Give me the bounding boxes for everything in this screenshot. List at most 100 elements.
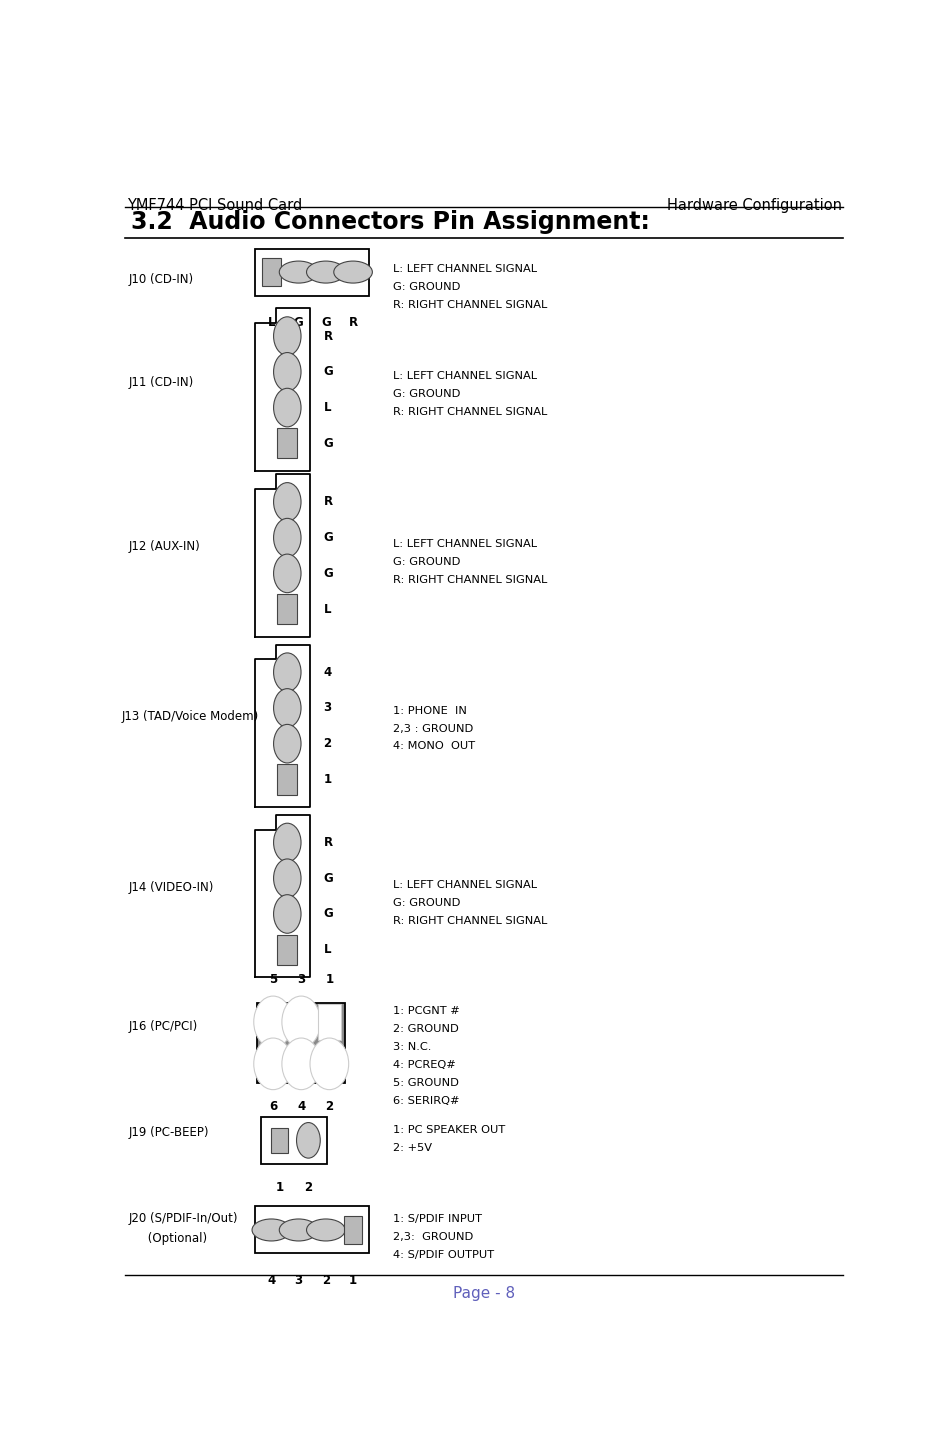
Text: L: LEFT CHANNEL SIGNAL: L: LEFT CHANNEL SIGNAL <box>393 265 536 274</box>
Text: 4: 4 <box>296 1100 305 1113</box>
Text: 2: 2 <box>325 1100 333 1113</box>
Text: J14 (VIDEO-IN): J14 (VIDEO-IN) <box>129 880 214 893</box>
Bar <box>317 1004 341 1040</box>
Text: J12 (AUX-IN): J12 (AUX-IN) <box>129 540 201 553</box>
Text: 5: 5 <box>269 973 277 985</box>
Text: G: G <box>294 316 303 329</box>
Ellipse shape <box>273 725 301 762</box>
Text: G: G <box>323 436 333 450</box>
Text: R: RIGHT CHANNEL SIGNAL: R: RIGHT CHANNEL SIGNAL <box>393 917 547 927</box>
Text: L: L <box>267 316 275 329</box>
Ellipse shape <box>296 1123 320 1158</box>
Text: 2,3:  GROUND: 2,3: GROUND <box>393 1232 473 1243</box>
Text: G: GROUND: G: GROUND <box>393 388 460 399</box>
Ellipse shape <box>273 554 301 592</box>
Text: 1: 1 <box>325 973 333 985</box>
Text: (Optional): (Optional) <box>129 1232 207 1245</box>
Bar <box>261 258 280 287</box>
Text: R: R <box>323 837 332 850</box>
Ellipse shape <box>273 518 301 557</box>
Text: 2: 2 <box>321 1273 329 1286</box>
Text: 2: +5V: 2: +5V <box>393 1142 431 1152</box>
Text: 3: 3 <box>296 973 305 985</box>
Polygon shape <box>255 308 310 471</box>
Text: J20 (S/PDIF-In/Out): J20 (S/PDIF-In/Out) <box>129 1212 238 1225</box>
Bar <box>278 594 296 624</box>
Text: J16 (PC/PCI): J16 (PC/PCI) <box>129 1020 198 1033</box>
Bar <box>255 249 368 295</box>
Text: 2: 2 <box>304 1180 312 1193</box>
Text: G: GROUND: G: GROUND <box>393 282 460 292</box>
Ellipse shape <box>310 1037 348 1090</box>
Text: 1: PC SPEAKER OUT: 1: PC SPEAKER OUT <box>393 1125 504 1135</box>
Text: 1: PHONE  IN: 1: PHONE IN <box>393 706 466 716</box>
Text: 1: 1 <box>323 773 331 786</box>
Polygon shape <box>255 645 310 808</box>
Text: R: RIGHT CHANNEL SIGNAL: R: RIGHT CHANNEL SIGNAL <box>393 575 547 585</box>
Ellipse shape <box>273 388 301 426</box>
Polygon shape <box>255 474 310 637</box>
Ellipse shape <box>273 858 301 898</box>
Text: 4: PCREQ#: 4: PCREQ# <box>393 1059 455 1069</box>
Bar <box>344 1216 362 1244</box>
Ellipse shape <box>254 997 292 1048</box>
Text: G: G <box>323 567 333 581</box>
Ellipse shape <box>273 824 301 861</box>
Text: R: R <box>348 316 357 329</box>
Text: J10 (CD-IN): J10 (CD-IN) <box>129 274 194 287</box>
Text: YMF744 PCI Sound Card: YMF744 PCI Sound Card <box>126 198 302 212</box>
Text: G: G <box>323 908 333 921</box>
Text: G: G <box>323 531 333 544</box>
Ellipse shape <box>279 260 317 284</box>
Bar <box>257 1002 345 1083</box>
Bar <box>278 934 296 965</box>
Text: 1: 1 <box>348 1273 357 1286</box>
Text: 1: 1 <box>275 1180 283 1193</box>
Text: 3: N.C.: 3: N.C. <box>393 1042 430 1052</box>
Bar <box>278 428 296 458</box>
Ellipse shape <box>252 1219 291 1241</box>
Text: 4: MONO  OUT: 4: MONO OUT <box>393 742 475 751</box>
Text: L: LEFT CHANNEL SIGNAL: L: LEFT CHANNEL SIGNAL <box>393 538 536 549</box>
Text: 5: GROUND: 5: GROUND <box>393 1078 458 1087</box>
Ellipse shape <box>306 260 345 284</box>
Text: 4: S/PDIF OUTPUT: 4: S/PDIF OUTPUT <box>393 1250 494 1260</box>
Bar <box>261 1117 327 1164</box>
Text: Page - 8: Page - 8 <box>453 1286 514 1301</box>
Ellipse shape <box>273 352 301 391</box>
Text: 2: 2 <box>323 738 331 751</box>
Text: R: R <box>323 330 332 342</box>
Text: 1: PCGNT #: 1: PCGNT # <box>393 1005 459 1016</box>
Text: 4: 4 <box>323 666 331 678</box>
Text: L: L <box>323 943 330 956</box>
Text: 3: 3 <box>323 701 331 714</box>
Text: 1: S/PDIF INPUT: 1: S/PDIF INPUT <box>393 1215 481 1224</box>
Text: 3.2  Audio Connectors Pin Assignment:: 3.2 Audio Connectors Pin Assignment: <box>131 211 649 234</box>
Ellipse shape <box>254 1037 292 1090</box>
Ellipse shape <box>273 317 301 355</box>
Ellipse shape <box>333 260 372 284</box>
Text: R: RIGHT CHANNEL SIGNAL: R: RIGHT CHANNEL SIGNAL <box>393 406 547 416</box>
Text: L: L <box>323 602 330 615</box>
Ellipse shape <box>273 483 301 521</box>
Text: L: LEFT CHANNEL SIGNAL: L: LEFT CHANNEL SIGNAL <box>393 371 536 381</box>
Text: G: G <box>321 316 330 329</box>
Text: R: RIGHT CHANNEL SIGNAL: R: RIGHT CHANNEL SIGNAL <box>393 300 547 310</box>
Text: 3: 3 <box>295 1273 302 1286</box>
Bar <box>255 1206 368 1254</box>
Text: 2,3 : GROUND: 2,3 : GROUND <box>393 723 473 733</box>
Bar <box>278 764 296 794</box>
Text: G: G <box>323 872 333 885</box>
Ellipse shape <box>273 688 301 728</box>
Ellipse shape <box>281 1037 320 1090</box>
Text: 6: SERIRQ#: 6: SERIRQ# <box>393 1096 459 1106</box>
Ellipse shape <box>306 1219 345 1241</box>
Text: 6: 6 <box>269 1100 277 1113</box>
Text: Hardware Configuration: Hardware Configuration <box>666 198 841 212</box>
Text: G: GROUND: G: GROUND <box>393 557 460 566</box>
Text: R: R <box>323 495 332 508</box>
Ellipse shape <box>273 895 301 933</box>
Text: J13 (TAD/Voice Modem): J13 (TAD/Voice Modem) <box>122 710 259 723</box>
Ellipse shape <box>279 1219 317 1241</box>
Ellipse shape <box>281 997 320 1048</box>
